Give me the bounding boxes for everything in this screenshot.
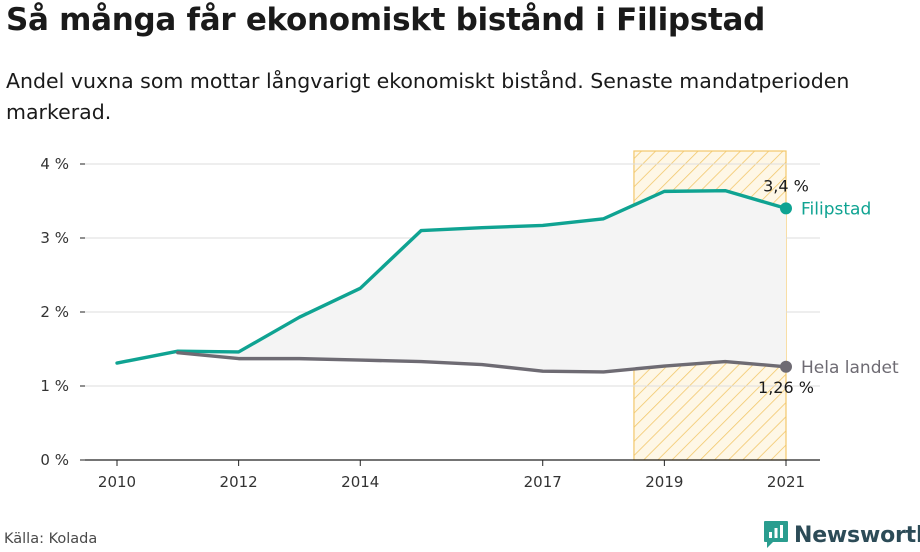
brand-name: Newsworthy [794, 522, 920, 548]
end-point-hela-landet [780, 360, 792, 373]
end-point-filipstad [780, 202, 792, 215]
x-tick-label: 2019 [645, 473, 683, 491]
y-tick-label: 1 % [40, 377, 69, 395]
value-label-filipstad: 3,4 % [763, 176, 809, 195]
difference-area [177, 190, 786, 372]
series-label-filipstad: Filipstad [801, 199, 871, 219]
series-label-hela-landet: Hela landet [801, 358, 899, 378]
y-tick-label: 4 % [40, 155, 69, 173]
brand-logo: Newsworthy [763, 518, 920, 552]
source-note: Källa: Kolada [4, 531, 98, 547]
x-tick-label: 2021 [767, 473, 805, 491]
value-label-hela-landet: 1,26 % [758, 378, 814, 397]
chart-subtitle: Andel vuxna som mottar långvarigt ekonom… [6, 69, 850, 124]
chart-title: Så många får ekonomiskt bistånd i Filips… [6, 2, 765, 38]
x-tick-label: 2017 [524, 473, 562, 491]
newsworthy-logo-icon [764, 521, 788, 548]
series-line-filipstad [115, 188, 788, 365]
series-line-hela-landet [176, 351, 788, 374]
x-tick-label: 2012 [220, 473, 258, 491]
y-tick-label: 0 % [40, 451, 69, 469]
y-tick-label: 2 % [40, 303, 69, 321]
x-tick-label: 2010 [98, 473, 136, 491]
x-tick-label: 2014 [341, 473, 379, 491]
y-tick-label: 3 % [40, 229, 69, 247]
